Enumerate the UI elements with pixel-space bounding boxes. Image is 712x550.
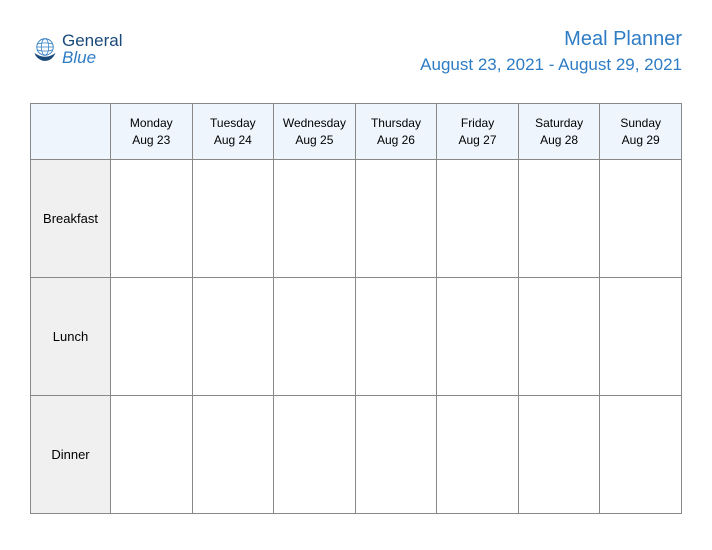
meal-label: Breakfast	[31, 160, 111, 278]
meal-cell[interactable]	[274, 160, 356, 278]
brand-logo: General Blue	[30, 28, 122, 68]
meal-cell[interactable]	[274, 396, 356, 514]
meal-cell[interactable]	[600, 396, 682, 514]
meal-cell[interactable]	[355, 278, 437, 396]
meal-label: Lunch	[31, 278, 111, 396]
corner-cell	[31, 104, 111, 160]
day-header: SundayAug 29	[600, 104, 682, 160]
meal-cell[interactable]	[437, 278, 519, 396]
date-range: August 23, 2021 - August 29, 2021	[420, 55, 682, 75]
day-header: TuesdayAug 24	[192, 104, 274, 160]
day-header: SaturdayAug 28	[518, 104, 600, 160]
meal-cell[interactable]	[111, 396, 193, 514]
day-header: FridayAug 27	[437, 104, 519, 160]
meal-row: Lunch	[31, 278, 682, 396]
meal-cell[interactable]	[600, 278, 682, 396]
meal-row: Dinner	[31, 396, 682, 514]
meal-cell[interactable]	[111, 160, 193, 278]
header: General Blue Meal Planner August 23, 202…	[30, 28, 682, 75]
meal-cell[interactable]	[192, 278, 274, 396]
meal-cell[interactable]	[192, 160, 274, 278]
meal-cell[interactable]	[274, 278, 356, 396]
globe-icon	[30, 35, 60, 65]
meal-label: Dinner	[31, 396, 111, 514]
meal-cell[interactable]	[518, 160, 600, 278]
meal-cell[interactable]	[192, 396, 274, 514]
meal-planner-table: MondayAug 23 TuesdayAug 24 WednesdayAug …	[30, 103, 682, 514]
meal-cell[interactable]	[437, 160, 519, 278]
brand-word2: Blue	[62, 49, 96, 67]
meal-cell[interactable]	[518, 396, 600, 514]
day-header: WednesdayAug 25	[274, 104, 356, 160]
day-header: ThursdayAug 26	[355, 104, 437, 160]
day-header: MondayAug 23	[111, 104, 193, 160]
meal-row: Breakfast	[31, 160, 682, 278]
page-title: Meal Planner	[420, 28, 682, 51]
title-block: Meal Planner August 23, 2021 - August 29…	[420, 28, 682, 75]
meal-cell[interactable]	[437, 396, 519, 514]
meal-cell[interactable]	[600, 160, 682, 278]
meal-cell[interactable]	[355, 396, 437, 514]
header-row: MondayAug 23 TuesdayAug 24 WednesdayAug …	[31, 104, 682, 160]
meal-cell[interactable]	[518, 278, 600, 396]
meal-cell[interactable]	[111, 278, 193, 396]
meal-cell[interactable]	[355, 160, 437, 278]
brand-text: General Blue	[62, 32, 122, 68]
